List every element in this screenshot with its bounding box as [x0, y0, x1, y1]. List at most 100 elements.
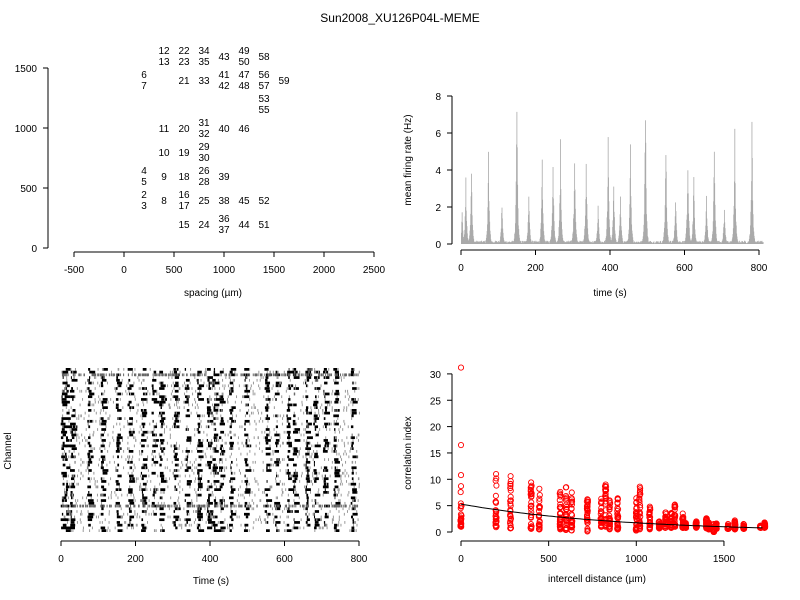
- spike-burst: [87, 387, 90, 390]
- spike-burst: [70, 469, 75, 472]
- spike-burst: [229, 480, 231, 483]
- spike: [316, 518, 318, 522]
- spike: [328, 422, 330, 426]
- spike-burst: [174, 419, 180, 423]
- spike: [259, 378, 261, 382]
- rate-bar: [622, 242, 624, 244]
- spike-burst: [229, 515, 233, 519]
- spike: [168, 403, 170, 407]
- spike: [252, 460, 254, 464]
- spike: [280, 373, 282, 377]
- spike-burst: [313, 414, 318, 418]
- correlation-point: [535, 522, 542, 529]
- spike: [66, 504, 68, 508]
- spike: [172, 417, 174, 420]
- spike-burst: [198, 425, 200, 429]
- spike: [312, 504, 314, 508]
- spike: [62, 501, 64, 505]
- spike-burst: [314, 376, 320, 379]
- correlation-point: [568, 499, 575, 506]
- correlation-point: [584, 514, 591, 522]
- spike: [196, 447, 198, 450]
- spike: [215, 392, 217, 396]
- spike: [170, 398, 172, 401]
- spike: [66, 373, 68, 377]
- spike: [195, 493, 197, 497]
- p4-y-tick-label: 0: [435, 528, 441, 539]
- correlation-point: [637, 502, 644, 509]
- spike: [63, 450, 65, 453]
- spike: [354, 389, 356, 393]
- spike-burst: [116, 441, 121, 445]
- spike: [114, 373, 116, 377]
- spike: [165, 395, 167, 399]
- spike: [238, 384, 240, 388]
- spike-burst: [159, 370, 164, 374]
- spike-burst: [197, 422, 201, 426]
- spike: [306, 510, 308, 513]
- spike: [142, 430, 144, 434]
- spike: [78, 436, 80, 440]
- spike-burst: [174, 485, 176, 489]
- spike: [69, 463, 71, 467]
- spike: [166, 373, 168, 377]
- spike: [240, 504, 242, 508]
- spike: [330, 501, 332, 505]
- spike: [147, 373, 149, 377]
- spike: [295, 384, 297, 388]
- spike-burst: [212, 447, 217, 450]
- spike: [68, 409, 70, 412]
- spike: [226, 504, 228, 508]
- spike-burst: [306, 411, 313, 415]
- spike-burst: [314, 417, 320, 420]
- spike: [122, 529, 124, 532]
- spike-burst: [213, 368, 216, 371]
- spike: [160, 373, 162, 377]
- spike: [328, 458, 330, 461]
- spike: [157, 373, 159, 377]
- spike: [251, 499, 253, 502]
- spike: [136, 411, 138, 415]
- spike: [186, 463, 188, 467]
- spike: [357, 433, 359, 437]
- spike: [95, 485, 97, 489]
- spike: [190, 368, 192, 371]
- spike-burst: [88, 501, 95, 505]
- spike-burst: [265, 381, 271, 385]
- spike: [91, 526, 93, 530]
- spike: [224, 501, 226, 505]
- spike: [215, 406, 217, 409]
- spike: [355, 373, 357, 377]
- spike: [195, 389, 197, 393]
- spike: [204, 507, 206, 511]
- spike: [84, 436, 86, 440]
- spike-burst: [293, 387, 299, 390]
- spike: [293, 428, 295, 431]
- spike: [338, 521, 340, 524]
- spike: [338, 518, 340, 522]
- spike-burst: [101, 376, 105, 379]
- spike: [238, 504, 240, 508]
- spike: [319, 414, 321, 418]
- spike-burst: [229, 523, 233, 527]
- spike-burst: [101, 460, 104, 464]
- spike: [142, 373, 144, 377]
- spike: [331, 466, 333, 470]
- spike: [317, 378, 319, 382]
- spike: [136, 419, 138, 423]
- correlation-point: [507, 473, 514, 480]
- spike: [142, 378, 144, 382]
- spike-burst: [71, 409, 76, 412]
- spike: [213, 381, 215, 385]
- spike-burst: [334, 460, 340, 464]
- spike: [179, 480, 181, 483]
- spike-burst: [335, 376, 340, 379]
- spike-burst: [66, 482, 69, 486]
- spike-burst: [305, 488, 311, 491]
- spike: [303, 507, 305, 511]
- spike: [176, 403, 178, 407]
- correlation-point: [584, 525, 591, 532]
- spike: [314, 433, 316, 437]
- spike: [223, 521, 225, 524]
- spike: [179, 387, 181, 390]
